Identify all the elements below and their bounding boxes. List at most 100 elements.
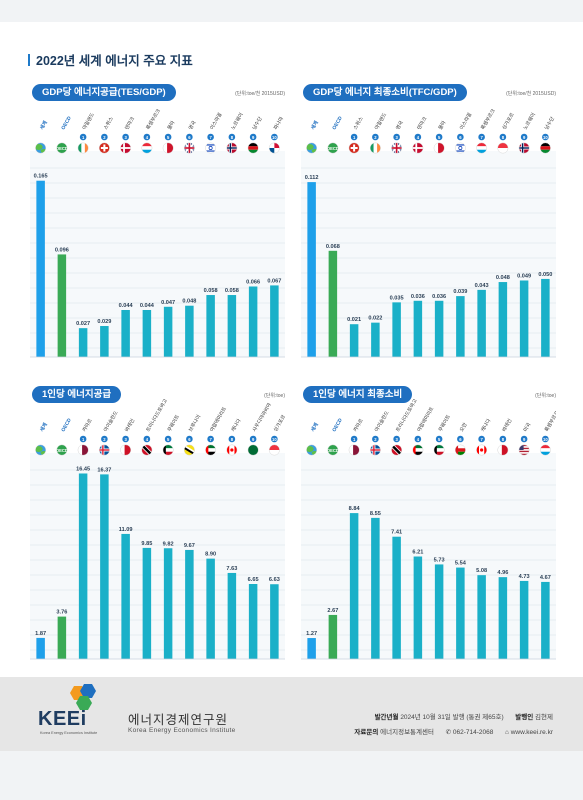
rank-badge [228, 133, 236, 141]
phone-number[interactable]: 062-714-2068 [452, 729, 494, 736]
oecd-icon: OECD [327, 444, 339, 456]
bar [163, 548, 173, 659]
category-label: 영국 [394, 119, 405, 131]
rank-number: 3 [395, 135, 398, 140]
plot-area [301, 453, 556, 659]
bar [413, 300, 423, 357]
oecd-icon: OECD [327, 142, 339, 154]
org-name-english: Korea Energy Economics Institute [128, 727, 236, 734]
chart-title: GDP당 에너지 최종소비(TFC/GDP) [303, 84, 467, 101]
bar [270, 584, 279, 659]
bar [371, 322, 380, 357]
rank-badge [372, 133, 379, 141]
chart-title: 1인당 에너지 최종소비 [303, 386, 413, 403]
logo-subtitle: Korea Energy Economics Institute [40, 731, 98, 735]
rank-badge [164, 133, 172, 141]
rank-number: 2 [103, 135, 106, 140]
chart-title: GDP당 에너지공급(TES/GDP) [32, 84, 176, 101]
keei-logo-icon [70, 684, 96, 710]
bar [498, 282, 508, 357]
rank-badge [350, 435, 358, 443]
plot-area [30, 151, 285, 357]
flag-bahrain-icon [120, 444, 132, 456]
rank-badge [520, 435, 528, 443]
svg-text:OECD: OECD [327, 448, 339, 453]
value-label: 9.82 [163, 541, 174, 547]
rank-number: 10 [543, 135, 548, 140]
flag-panama-icon [268, 142, 280, 154]
category-label: 몰타 [166, 119, 177, 131]
value-label: 0.047 [161, 300, 175, 306]
rank-number: 6 [188, 437, 191, 442]
value-label: 0.029 [97, 319, 111, 325]
chart-svg: 세계0.165OECDOECD0.096아일랜드10.027스위스20.029덴… [30, 84, 285, 376]
bar [100, 326, 109, 357]
globe-icon [35, 444, 47, 456]
bar [142, 547, 152, 659]
flag-kuwait-icon [162, 444, 174, 456]
value-label: 3.76 [56, 610, 67, 616]
rank-number: 6 [188, 135, 191, 140]
value-label: 0.068 [326, 244, 340, 250]
rank-badge [186, 133, 193, 141]
plot-area [301, 151, 556, 357]
bar [270, 285, 279, 357]
rank-number: 7 [209, 437, 212, 442]
publisher-value: 김현제 [535, 714, 553, 721]
rank-badge [350, 133, 358, 141]
flag-trinidad-tobago-icon [391, 444, 403, 456]
rank-number: 2 [374, 437, 377, 442]
rank-number: 8 [502, 135, 505, 140]
flag-uk-icon [391, 142, 403, 154]
bar [78, 328, 88, 357]
bar [541, 278, 550, 357]
value-label: 5.54 [455, 561, 467, 567]
value-label: 2.67 [327, 608, 338, 614]
svg-text:OECD: OECD [327, 146, 339, 151]
flag-south-sudan-icon [539, 142, 551, 154]
bar [541, 581, 550, 659]
rank-badge [249, 133, 257, 141]
rank-badge [271, 435, 278, 443]
value-label: 0.021 [347, 317, 361, 323]
chart-svg: 세계1.87OECDOECD3.76카타르116.45아이슬란드216.37바레… [30, 386, 285, 678]
flag-brunei-icon [183, 444, 195, 456]
pub-date-label: 발간년월 [374, 714, 399, 721]
value-label: 0.022 [368, 316, 382, 322]
bar [413, 556, 423, 659]
category-label: 오만 [458, 421, 469, 433]
bar [248, 584, 258, 659]
bar [185, 549, 194, 659]
rank-number: 3 [124, 437, 127, 442]
rank-badge [122, 435, 129, 443]
value-label: 0.035 [390, 295, 404, 301]
value-label: 6.21 [412, 550, 423, 556]
bar [248, 286, 258, 357]
bar [434, 300, 444, 357]
website-link[interactable]: www.keei.re.kr [510, 729, 553, 736]
flag-denmark-icon [120, 142, 132, 154]
bar [349, 324, 359, 357]
rank-badge [186, 435, 193, 443]
value-label: 16.45 [76, 466, 90, 472]
bar [519, 580, 529, 659]
category-label: 세계 [309, 119, 320, 131]
contact-value: 에너지정보통계센터 [380, 729, 434, 736]
value-label: 0.044 [119, 303, 134, 309]
rank-number: 1 [353, 437, 356, 442]
value-label: 0.048 [496, 275, 510, 281]
bar [57, 254, 67, 357]
rank-number: 7 [480, 135, 483, 140]
flag-singapore-icon [497, 142, 509, 154]
category-label: 세계 [38, 421, 49, 433]
rank-badge [143, 133, 151, 141]
value-label: 8.90 [205, 552, 216, 558]
plot-area [30, 453, 285, 659]
rank-number: 10 [272, 437, 277, 442]
rank-number: 9 [523, 135, 526, 140]
contact-info: 자료문의 에너지정보통계센터 ✆ 062-714-2068 ⌂ www.keei… [354, 726, 553, 736]
rank-badge [478, 435, 485, 443]
rank-number: 8 [502, 437, 505, 442]
rank-badge [207, 435, 214, 443]
rank-badge [207, 133, 214, 141]
